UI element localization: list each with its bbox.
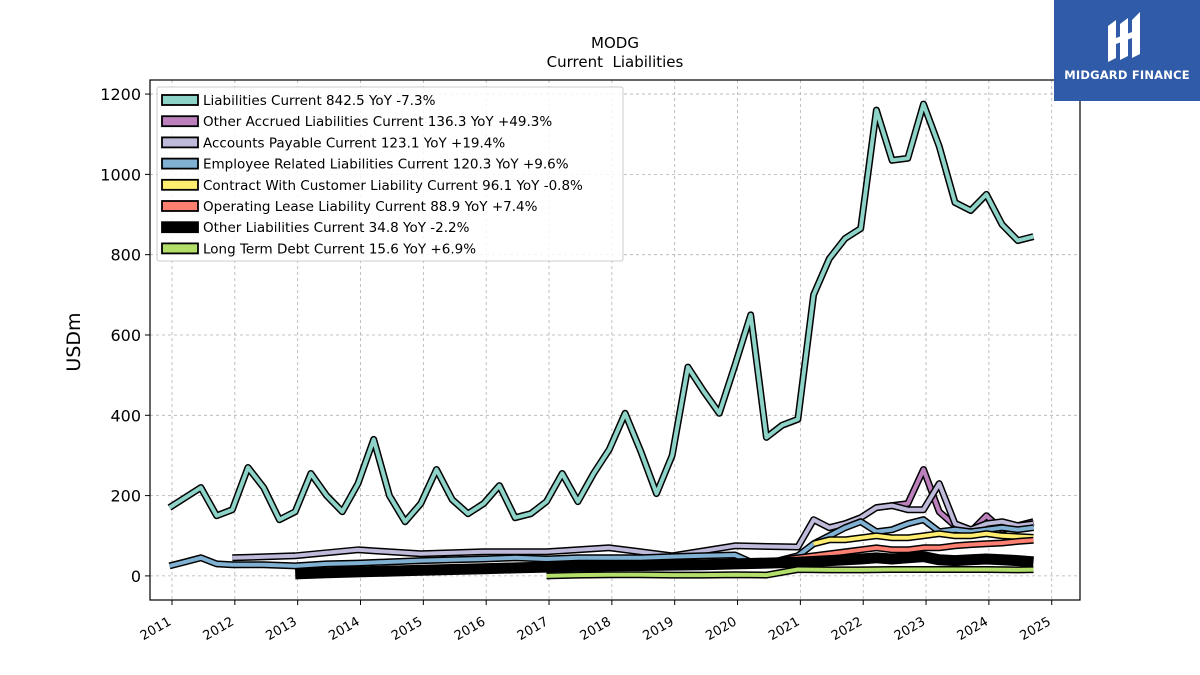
legend-swatch (161, 136, 199, 149)
chart-title: MODG (591, 34, 639, 52)
x-axis: 2011 2012 2013 2014 2015 2016 2017 2018 2019 2020… (138, 600, 1054, 644)
legend-box (156, 86, 624, 262)
legend-entry: Liabilities Current 842.5 YoY -7.3% (203, 93, 436, 109)
legend-swatch (161, 115, 199, 128)
x-tick-label: 2012 (201, 614, 237, 644)
y-tick-label: 200 (110, 487, 141, 506)
series-layer (167, 100, 1035, 580)
legend-swatch (161, 94, 199, 106)
x-tick-label: 2015 (389, 614, 425, 644)
x-tick-label: 2023 (892, 614, 928, 644)
grid (150, 80, 1080, 600)
series-line-employee-related-liabilities-current (169, 517, 1034, 568)
y-tick-label: 400 (110, 406, 141, 425)
x-tick-label: 2014 (326, 614, 362, 644)
legend-swatch (161, 242, 199, 255)
y-tick-label: 0 (131, 567, 141, 586)
x-tick-label: 2024 (955, 614, 991, 644)
brand-name: MIDGARD FINANCE (1064, 68, 1190, 82)
y-axis-label: USDm (63, 312, 85, 371)
plot-frame (149, 79, 1081, 601)
legend-swatch (161, 178, 199, 191)
series-outline-other-liabilities-current (294, 551, 1034, 580)
x-tick-label: 2011 (138, 614, 174, 644)
series-line-long-term-debt-current (546, 567, 1034, 578)
legend-entry: Operating Lease Liability Current 88.9 Y… (203, 199, 538, 215)
legend-entry: Contract With Customer Liability Current… (203, 178, 583, 194)
y-axis: 0 200 400 600 800 1000 1200 (100, 85, 150, 586)
x-tick-label: 2025 (1018, 614, 1054, 644)
y-tick-label: 800 (110, 246, 141, 265)
x-tick-label: 2013 (264, 614, 300, 644)
x-tick-label: 2020 (703, 614, 739, 644)
series-line-operating-lease-liability-current (781, 538, 1034, 562)
legend-entry: Accounts Payable Current 123.1 YoY +19.4… (203, 135, 505, 151)
legend-entry: Employee Related Liabilities Current 120… (203, 157, 569, 173)
series-line-liabilities-current (168, 102, 1034, 524)
logo-mark-icon (1108, 12, 1140, 62)
x-tick-label: 2019 (641, 614, 677, 644)
legend-entry: Long Term Debt Current 15.6 YoY +6.9% (203, 241, 476, 257)
y-tick-label: 600 (110, 326, 141, 345)
legend-swatch (161, 221, 199, 234)
brand-logo: MIDGARD FINANCE (1054, 0, 1200, 101)
x-tick-label: 2017 (515, 614, 551, 644)
x-tick-label: 2018 (578, 614, 614, 644)
y-tick-label: 1000 (100, 165, 141, 184)
legend-swatch (161, 157, 199, 170)
legend-entry: Other Accrued Liabilities Current 136.3 … (203, 114, 552, 130)
x-tick-label: 2016 (452, 614, 488, 644)
x-tick-label: 2021 (766, 614, 802, 644)
series-line-contract-with-customer-liability-current (813, 531, 1034, 546)
x-tick-label: 2022 (829, 614, 865, 644)
y-tick-label: 1200 (100, 85, 141, 104)
legend-entry: Other Liabilities Current 34.8 YoY -2.2% (203, 220, 470, 236)
legend-swatch (161, 200, 199, 212)
chart-subtitle: Current Liabilities (547, 53, 684, 71)
legend: Liabilities Current 842.5 YoY -7.3% Other… (156, 86, 624, 262)
